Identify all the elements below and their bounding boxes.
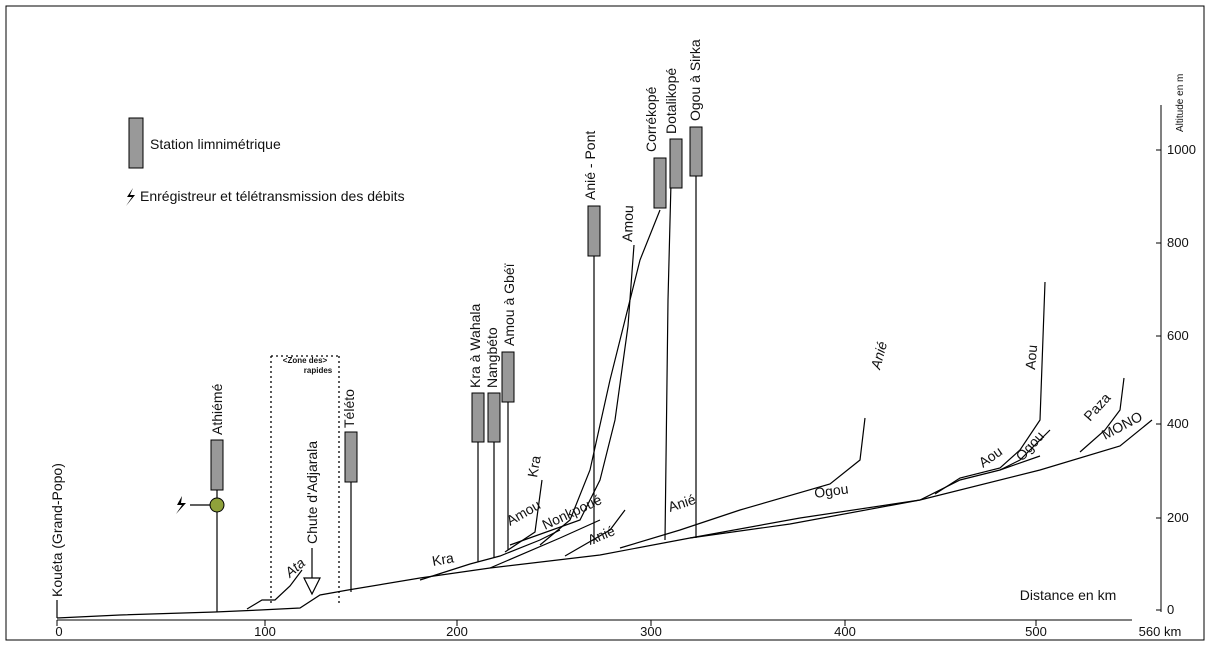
kra-lower-line (419, 529, 561, 581)
river-kra-upper-label: Kra (524, 454, 544, 478)
y-tick-label: 800 (1167, 235, 1189, 250)
ata-river-line (246, 569, 303, 610)
river-ata-label: Ata (281, 554, 308, 581)
river-amou-label: Amou (504, 496, 544, 528)
rapids-zone-label-1: <Zone des> (283, 356, 328, 365)
station-amou-gbei-label: Amou à Gbéï (501, 263, 517, 346)
river-amou-upper-label: Amou (619, 205, 636, 242)
river-ogou-upper-label: Ogou (1012, 428, 1047, 464)
river-aou-lower-label: Aou (976, 443, 1006, 470)
y-tick-label: 400 (1167, 416, 1189, 431)
station-nangbeto-label: Nangbéto (484, 327, 500, 388)
lightning-icon (176, 496, 186, 514)
station-teleto-marker (344, 431, 358, 483)
aou-lower-line (934, 281, 1046, 495)
dotalikope-line (664, 181, 672, 541)
station-legend-icon (128, 117, 144, 169)
y-axis-title: Altitude en m (1175, 74, 1186, 132)
x-tick-label: 200 (446, 624, 468, 639)
station-nangbeto-marker (487, 392, 501, 443)
y-axis-tick-labels: 0 200 400 600 800 1000 (1167, 142, 1196, 617)
rapids-zone-label-2: rapides (304, 366, 333, 375)
paza-river-line (1079, 377, 1125, 453)
x-tick-label: 500 (1025, 624, 1047, 639)
amou-upper-line (509, 244, 635, 546)
correkope-line (539, 209, 661, 546)
station-amou-gbei-marker (501, 351, 515, 403)
station-correkope-label: Corrékopé (643, 86, 659, 152)
station-legend-label: Station limnimétrique (150, 136, 281, 152)
station-dotalikope-label: Dotalikopé (663, 68, 679, 134)
station-kra-wahala-marker (471, 392, 485, 443)
x-tick-label: 100 (254, 624, 276, 639)
x-tick-label: 400 (834, 624, 856, 639)
nonkpoue-river-line (489, 519, 601, 569)
station-ogou-sirka-marker (689, 126, 703, 177)
y-axis (1156, 105, 1162, 612)
river-mono-label: MONO (1099, 408, 1145, 443)
river-kra-label: Kra (431, 549, 455, 569)
x-axis-tick-labels: 0 100 200 300 400 500 560 km (55, 624, 1181, 639)
ogou-upper-line (999, 429, 1051, 471)
x-axis-end-label: 560 km (1139, 624, 1182, 639)
diagram-border (5, 5, 1205, 641)
stations: Kouéta (Grand-Popo) Athiémé Chute d'Adja… (49, 39, 703, 618)
recorder-legend-label: Enrégistreur et télétransmission des déb… (140, 188, 405, 204)
station-ogou-sirka-label: Ogou à Sirka (687, 39, 703, 121)
river-paza-label: Paza (1080, 389, 1113, 424)
waterfall-arrow-icon (303, 577, 321, 596)
station-dotalikope-marker (669, 138, 683, 189)
station-kra-wahala-label: Kra à Wahala (467, 303, 483, 388)
x-axis (56, 619, 1132, 626)
mono-river-line (56, 419, 1153, 619)
river-labels: Ata Kra Amou Kra Nonkpoué Anié Anié Amou… (281, 205, 1145, 581)
y-tick-label: 600 (1167, 328, 1189, 343)
river-profiles (56, 181, 1153, 619)
y-tick-label: 1000 (1167, 142, 1196, 157)
station-athieme-marker (210, 439, 224, 491)
river-anie-lower-label: Anié (585, 522, 617, 547)
station-teleto-label: Téléto (341, 389, 357, 428)
river-anie-mid-label: Anié (666, 491, 698, 515)
y-tick-label: 200 (1167, 510, 1189, 525)
kra-upper-line (504, 479, 543, 553)
recorder-athieme-icon (209, 497, 225, 513)
lightning-icon (126, 188, 135, 206)
river-ogou-label: Ogou (813, 480, 849, 501)
station-correkope-marker (653, 157, 667, 209)
ogou-river-line (689, 455, 1041, 539)
station-chute-label: Chute d'Adjarala (304, 441, 320, 544)
x-axis-title: Distance en km (1020, 587, 1116, 603)
legend: Station limnimétrique Enrégistreur et té… (126, 117, 405, 206)
x-tick-label: 300 (640, 624, 662, 639)
x-tick-label: 0 (55, 624, 62, 639)
station-anie-pont-label: Anié - Pont (582, 131, 598, 200)
anie-lower-line (564, 509, 626, 557)
station-athieme-label: Athiémé (209, 383, 225, 435)
river-aou-upper-label: Aou (1022, 344, 1040, 370)
river-anie-upper-label: Anié (867, 339, 890, 371)
station-koueta-label: Kouéta (Grand-Popo) (49, 463, 65, 597)
rapids-zone: <Zone des> rapides (270, 355, 340, 604)
anie-mid-line (619, 417, 866, 549)
station-anie-pont-marker (587, 205, 601, 257)
y-tick-label: 0 (1167, 602, 1174, 617)
